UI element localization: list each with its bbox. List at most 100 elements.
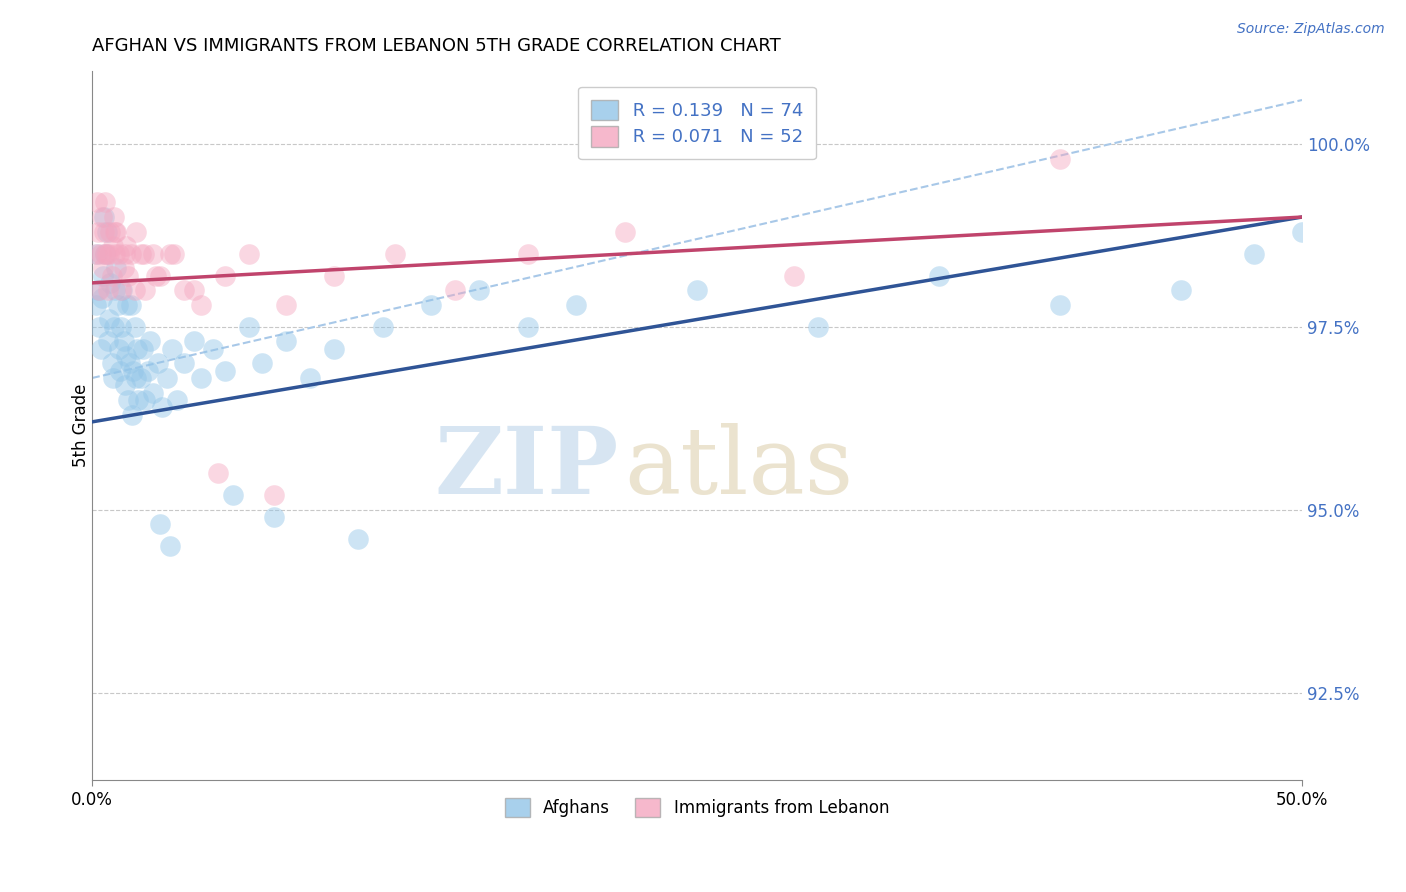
Point (120, 246, 142, 260)
Point (565, 298, 588, 312)
Point (90, 246, 112, 260)
Point (118, 356, 141, 370)
Point (274, 334, 297, 349)
Point (420, 298, 443, 312)
Point (98, 225, 121, 239)
Point (323, 342, 346, 356)
Point (125, 371, 148, 385)
Text: ZIP: ZIP (434, 423, 619, 513)
Point (112, 261, 135, 276)
Point (100, 268, 122, 283)
Point (190, 298, 212, 312)
Point (100, 356, 122, 370)
Point (89, 319, 111, 334)
Point (97, 283, 120, 297)
Point (124, 283, 146, 297)
Point (323, 268, 346, 283)
Point (110, 319, 132, 334)
Point (107, 342, 129, 356)
Point (159, 246, 181, 260)
Point (112, 334, 135, 349)
Point (263, 510, 285, 524)
Point (347, 532, 370, 546)
Point (173, 283, 195, 297)
Point (173, 356, 195, 370)
Point (98, 312, 121, 326)
Point (183, 334, 205, 349)
Point (90, 342, 112, 356)
Point (90, 291, 112, 305)
Point (93, 210, 115, 224)
Point (134, 283, 156, 297)
Point (156, 371, 179, 385)
Point (145, 268, 167, 283)
Point (114, 246, 136, 260)
Point (298, 371, 321, 385)
Point (163, 246, 186, 260)
Point (146, 356, 169, 370)
Point (125, 225, 148, 239)
Point (160, 342, 183, 356)
Point (91, 261, 114, 276)
Point (101, 239, 124, 253)
Point (468, 283, 491, 297)
Legend: Afghans, Immigrants from Lebanon: Afghans, Immigrants from Lebanon (496, 789, 897, 825)
Point (250, 356, 273, 370)
Point (132, 342, 155, 356)
Point (93, 225, 115, 239)
Point (117, 298, 139, 312)
Point (104, 246, 127, 260)
Y-axis label: 5th Grade: 5th Grade (72, 384, 90, 467)
Point (115, 349, 138, 363)
Point (1170, 283, 1192, 297)
Point (105, 261, 128, 276)
Point (807, 319, 830, 334)
Point (104, 283, 127, 297)
Point (139, 334, 162, 349)
Point (98, 276, 121, 290)
Point (104, 225, 127, 239)
Point (516, 246, 538, 260)
Point (114, 378, 136, 392)
Point (134, 246, 156, 260)
Point (107, 246, 129, 260)
Point (263, 488, 285, 502)
Point (127, 392, 149, 407)
Point (91, 268, 114, 283)
Point (238, 246, 260, 260)
Point (84, 298, 107, 312)
Point (107, 298, 129, 312)
Point (117, 392, 139, 407)
Text: AFGHAN VS IMMIGRANTS FROM LEBANON 5TH GRADE CORRELATION CHART: AFGHAN VS IMMIGRANTS FROM LEBANON 5TH GR… (93, 37, 780, 55)
Point (121, 408, 143, 422)
Point (120, 298, 142, 312)
Point (371, 319, 394, 334)
Point (159, 539, 181, 553)
Point (84, 246, 107, 260)
Point (125, 342, 148, 356)
Point (86, 246, 108, 260)
Point (87, 283, 110, 297)
Point (124, 319, 146, 334)
Point (136, 364, 159, 378)
Point (117, 268, 139, 283)
Point (166, 392, 188, 407)
Point (108, 364, 131, 378)
Point (103, 210, 125, 224)
Point (150, 401, 173, 415)
Point (783, 268, 806, 283)
Point (928, 268, 950, 283)
Point (103, 319, 125, 334)
Point (97, 334, 120, 349)
Point (207, 466, 229, 480)
Point (202, 342, 225, 356)
Point (516, 319, 538, 334)
Point (214, 268, 236, 283)
Point (214, 364, 236, 378)
Point (94, 246, 117, 260)
Point (105, 225, 128, 239)
Point (149, 268, 172, 283)
Point (129, 246, 152, 260)
Point (96, 246, 118, 260)
Point (238, 319, 260, 334)
